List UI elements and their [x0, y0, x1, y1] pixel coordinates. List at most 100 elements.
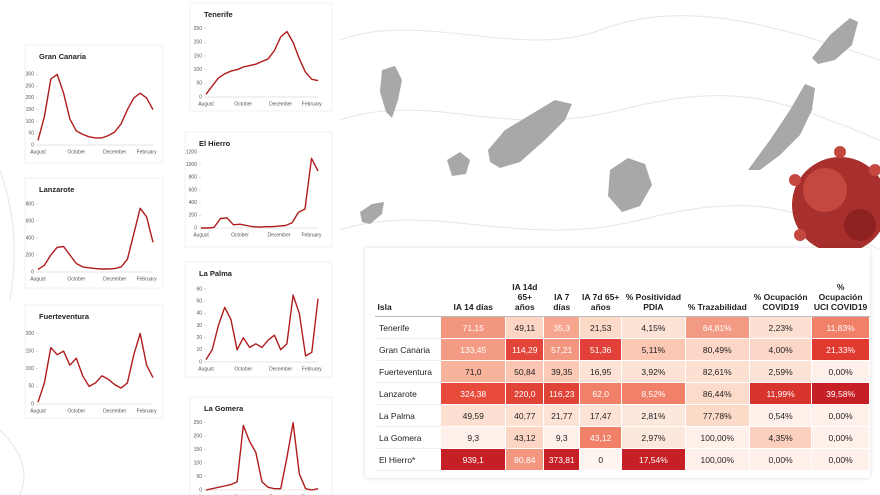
- x-tick-label: December: [103, 276, 126, 282]
- table-cell: 4,15%: [621, 316, 686, 339]
- x-tick-label: December: [103, 408, 126, 414]
- y-tick-label: 800: [26, 201, 35, 207]
- y-tick-label: 200: [26, 331, 35, 337]
- chart-title: La Gomera: [204, 404, 244, 413]
- table-cell: 324,38: [440, 382, 507, 405]
- table-row: La Palma 49,59 40,77 21,77 17,47 2,81% 77,78% 0…: [374, 404, 870, 427]
- table-cell: 939,1: [440, 448, 507, 471]
- mini-chart: Lanzarote 0 200 400 600 800 August October Decem…: [24, 177, 164, 289]
- y-tick-label: 150: [26, 107, 35, 113]
- table-cell: 71,0: [440, 360, 507, 383]
- island-lanzarote: [812, 18, 858, 64]
- table-cell: 2,97%: [621, 426, 686, 449]
- table-cell: 100,00%: [684, 426, 751, 449]
- table-cell: 100,00%: [684, 448, 751, 471]
- table-cell: 40,77: [505, 404, 545, 427]
- y-tick-label: 400: [189, 200, 198, 206]
- data-line: [201, 157, 319, 229]
- y-tick-label: 300: [26, 72, 35, 78]
- x-tick-label: December: [103, 149, 126, 155]
- data-line: [205, 294, 319, 360]
- chart-panel: [189, 2, 333, 112]
- data-line: [37, 73, 154, 141]
- table-cell: 21,53: [579, 316, 623, 339]
- x-tick-label: August: [30, 408, 46, 414]
- column-header: IA 14 días: [440, 262, 506, 317]
- table-cell: 9,3: [543, 426, 581, 449]
- table-cell: 49,11: [505, 316, 545, 339]
- island-name: Tenerife: [374, 316, 442, 339]
- table-cell: 11,83%: [811, 316, 870, 339]
- table-cell: 2,59%: [749, 360, 813, 383]
- y-tick-label: 50: [196, 81, 202, 87]
- table-cell: 71,15: [440, 316, 507, 339]
- table-row: Tenerife 71,15 49,11 35,3 21,53 4,15% 64,81% 2,…: [374, 316, 870, 339]
- table-cell: 0,00%: [811, 360, 870, 383]
- y-tick-label: 150: [194, 447, 203, 453]
- y-tick-label: 30: [196, 323, 202, 329]
- y-tick-label: 0: [194, 225, 197, 231]
- table-cell: 373,81: [543, 448, 581, 471]
- y-tick-label: 800: [189, 175, 198, 181]
- y-tick-label: 0: [31, 401, 34, 407]
- table-cell: 0,00%: [811, 426, 870, 449]
- x-tick-label: December: [267, 232, 290, 238]
- table-cell: 116,23: [543, 382, 581, 405]
- y-tick-label: 40: [196, 311, 202, 317]
- y-tick-label: 50: [28, 131, 34, 137]
- island-name: La Gomera: [374, 426, 442, 449]
- x-tick-label: August: [198, 101, 214, 107]
- table-cell: 5,11%: [621, 338, 686, 361]
- x-tick-label: October: [234, 101, 252, 107]
- table-row: Fuerteventura 71,0 50,84 39,35 16,95 3,92% 82,…: [374, 360, 870, 383]
- y-tick-label: 1200: [186, 149, 197, 155]
- table-cell: 220,0: [505, 382, 545, 405]
- island-tenerife: [488, 100, 572, 168]
- chart-panel: [24, 44, 164, 164]
- y-tick-label: 60: [196, 286, 202, 292]
- y-tick-label: 150: [26, 348, 35, 354]
- y-tick-label: 100: [26, 366, 35, 372]
- mini-chart: Tenerife 0 50 100 150 200 250 August October Dece…: [189, 2, 333, 112]
- x-tick-label: October: [231, 232, 249, 238]
- chart-panel: [184, 131, 333, 248]
- column-header: % Ocupación UCI COVID19: [811, 262, 870, 317]
- table-cell: 4,35%: [749, 426, 813, 449]
- chart-panel: [184, 261, 333, 378]
- x-tick-label: February: [137, 408, 158, 414]
- column-header: IA 7 días: [543, 262, 580, 317]
- island-la-gomera: [447, 152, 470, 176]
- table-cell: 86,44%: [684, 382, 751, 405]
- y-tick-label: 100: [26, 119, 35, 125]
- table-cell: 17,54%: [621, 448, 686, 471]
- y-tick-label: 100: [194, 67, 203, 73]
- table-cell: 8,52%: [621, 382, 686, 405]
- table-row: Gran Canaria 133,45 114,29 57,21 51,36 5,11% 8…: [374, 338, 870, 361]
- table-cell: 114,29: [505, 338, 545, 361]
- y-tick-label: 0: [31, 269, 34, 275]
- x-tick-label: February: [301, 232, 322, 238]
- table-cell: 43,12: [579, 426, 623, 449]
- mini-chart: Fuerteventura 0 50 100 150 200 August October De…: [24, 304, 164, 419]
- table-cell: 49,59: [440, 404, 507, 427]
- table-cell: 11,99%: [749, 382, 813, 405]
- table-card: Isla IA 14 días IA 14d 65+ años IA 7 días IA…: [365, 248, 870, 478]
- x-tick-label: October: [67, 149, 85, 155]
- column-header: % Ocupación COVID19: [749, 262, 812, 317]
- table-cell: 133,45: [440, 338, 507, 361]
- island-name: Gran Canaria: [374, 338, 442, 361]
- island-gran-canaria: [608, 158, 652, 212]
- map-islands: [360, 18, 858, 224]
- mini-chart: El Hierro 0 200 400 600 800 1000 1200 August Octo…: [184, 131, 333, 248]
- header-row: Isla IA 14 días IA 14d 65+ años IA 7 días IA…: [375, 262, 870, 317]
- table-cell: 51,36: [579, 338, 623, 361]
- chart-title: Tenerife: [204, 10, 233, 19]
- table-cell: 3,92%: [621, 360, 686, 383]
- chart-title: Fuerteventura: [39, 312, 90, 321]
- y-tick-label: 150: [194, 53, 203, 59]
- y-tick-label: 200: [26, 95, 35, 101]
- y-tick-label: 20: [196, 335, 202, 341]
- data-table: Isla IA 14 días IA 14d 65+ años IA 7 días IA…: [374, 262, 870, 471]
- x-tick-label: August: [198, 366, 214, 372]
